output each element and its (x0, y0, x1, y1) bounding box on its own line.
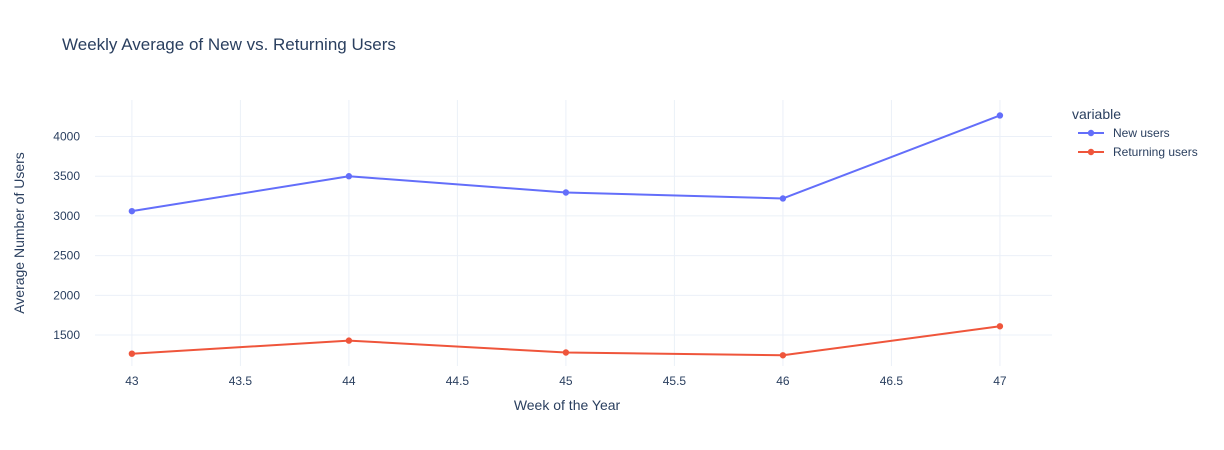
legend-label: New users (1113, 126, 1170, 140)
legend-title: variable (1072, 106, 1121, 122)
data-point (562, 349, 570, 356)
data-point (996, 112, 1004, 119)
y-tick-label: 1500 (53, 328, 80, 342)
data-point (779, 195, 787, 202)
chart-title: Weekly Average of New vs. Returning User… (62, 35, 396, 54)
data-point (128, 207, 136, 215)
y-axis-title: Average Number of Users (11, 152, 27, 314)
y-tick-label: 3500 (53, 169, 80, 183)
legend-item[interactable]: New users (1078, 126, 1170, 140)
series-layer (128, 112, 1004, 359)
x-axis-ticks: 43 43.5 44 44.5 45 45.5 46 46.5 47 (125, 374, 1007, 388)
legend-item[interactable]: Returning users (1078, 145, 1198, 159)
x-tick-label: 44 (342, 374, 356, 388)
legend: variable New users Returning users (1072, 106, 1198, 159)
series-new-users (128, 112, 1004, 215)
x-tick-label: 44.5 (446, 374, 470, 388)
data-point (128, 350, 136, 357)
data-point (345, 337, 353, 344)
y-tick-label: 2500 (53, 249, 80, 263)
x-tick-label: 47 (993, 374, 1007, 388)
y-tick-label: 4000 (53, 130, 80, 144)
x-tick-label: 43.5 (229, 374, 253, 388)
x-tick-label: 43 (125, 374, 139, 388)
legend-marker (1087, 129, 1095, 137)
data-point (779, 352, 787, 359)
series-returning-users (128, 323, 1004, 359)
y-tick-label: 3000 (53, 209, 80, 223)
grid-layer (95, 100, 1052, 366)
legend-label: Returning users (1113, 145, 1198, 159)
x-tick-label: 45.5 (663, 374, 687, 388)
legend-marker (1087, 148, 1095, 156)
legend-items: New users Returning users (1078, 126, 1198, 159)
y-axis-ticks: 1500 2000 2500 3000 3500 4000 (53, 130, 80, 343)
data-point (996, 323, 1004, 330)
y-tick-label: 2000 (53, 288, 80, 302)
x-tick-label: 46.5 (880, 374, 904, 388)
x-axis-title: Week of the Year (514, 397, 621, 413)
data-point (345, 173, 353, 180)
x-tick-label: 45 (559, 374, 573, 388)
data-point (562, 189, 570, 196)
x-tick-label: 46 (776, 374, 790, 388)
